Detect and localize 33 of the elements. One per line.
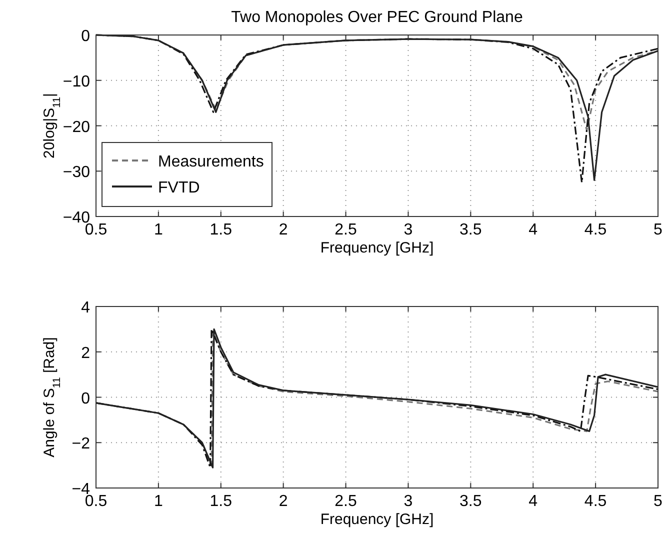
y-tick-label: −20 bbox=[62, 118, 90, 136]
x-tick-label: 2 bbox=[278, 493, 288, 510]
x-tick-label: 2 bbox=[278, 222, 288, 238]
legend-label: FVTD bbox=[158, 180, 200, 196]
y-tick-label: 0 bbox=[81, 390, 90, 408]
x-tick-label: 5 bbox=[654, 222, 663, 238]
x-tick-label: 5 bbox=[654, 493, 663, 510]
x-tick-label: 1.5 bbox=[210, 222, 232, 238]
y-tick-label: 0 bbox=[81, 28, 90, 45]
y-tick-label: −2 bbox=[72, 436, 90, 453]
legend-label: Measurements bbox=[158, 154, 264, 170]
y-tick-label: −10 bbox=[62, 73, 90, 90]
x-tick-label: 3.5 bbox=[460, 493, 482, 510]
x-tick-label: 1 bbox=[154, 493, 163, 510]
y-tick-label: 4 bbox=[81, 300, 90, 316]
x-tick-label: 3.5 bbox=[460, 222, 482, 238]
y-tick-label: 2 bbox=[81, 344, 90, 362]
x-tick-label: 4 bbox=[528, 493, 538, 510]
x-tick-label: 2.5 bbox=[334, 493, 357, 510]
x-tick-label: 3 bbox=[404, 222, 413, 238]
y-tick-label: −30 bbox=[62, 164, 90, 182]
x-tick-label: 4.5 bbox=[584, 493, 607, 510]
x-tick-label: 0.5 bbox=[84, 222, 108, 238]
x-tick-label: 4 bbox=[528, 222, 538, 238]
x-tick-label: 3 bbox=[404, 493, 413, 510]
x-tick-label: 2.5 bbox=[334, 222, 357, 238]
x-tick-label: 0.5 bbox=[84, 493, 108, 510]
x-axis-title: Frequency [GHz] bbox=[320, 240, 434, 256]
chart-title: Two Monopoles Over PEC Ground Plane bbox=[231, 9, 523, 26]
x-tick-label: 4.5 bbox=[584, 222, 607, 238]
x-axis-title: Frequency [GHz] bbox=[320, 511, 434, 528]
x-tick-label: 1.5 bbox=[210, 493, 232, 510]
x-tick-label: 1 bbox=[154, 222, 163, 238]
